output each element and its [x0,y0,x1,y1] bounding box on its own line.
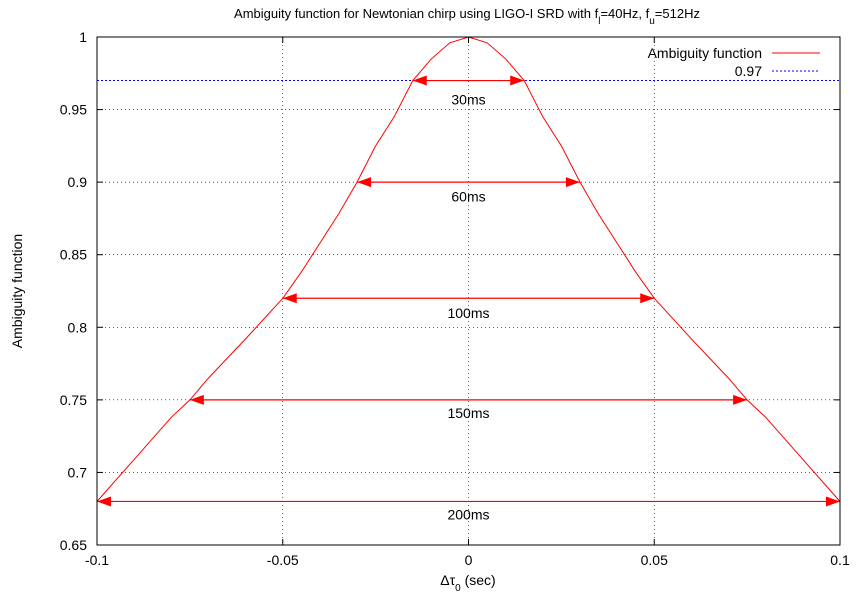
duration-annotation: 60ms [357,177,580,205]
x-tick-label: -0.05 [267,552,299,568]
grid [97,37,840,545]
duration-label: 150ms [447,405,489,421]
y-tick-label: 0.9 [68,174,88,190]
x-tick-label: 0 [465,552,473,568]
legend: Ambiguity function 0.97 [648,45,820,79]
y-tick-label: 0.95 [60,102,87,118]
y-tick-label: 0.65 [60,537,87,553]
y-tick-label: 0.7 [68,464,88,480]
y-tick-label: 0.8 [68,319,88,335]
tick-layer: -0.1 -0.05 0 0.05 0.1 0.65 0.7 0.75 0.8 0.85 0.9 0.… [60,29,850,568]
arrowhead-right [826,496,840,507]
legend-label-ambiguity: Ambiguity function [648,45,762,61]
arrowhead-left [282,293,297,304]
x-axis-label: Δτ0 (sec) [440,572,495,594]
arrowhead-left [189,394,204,405]
x-tick-label: -0.1 [85,552,109,568]
duration-annotation: 30ms [412,75,525,107]
duration-label: 60ms [451,189,485,205]
y-tick-label: 0.85 [60,247,87,263]
chart-title: Ambiguity function for Newtonian chirp u… [234,6,700,27]
duration-label: 200ms [447,507,489,523]
annotation-layer: 30ms 60ms 100ms 150ms 200ms [97,75,840,523]
y-tick-label: 1 [79,29,87,45]
duration-label: 100ms [447,305,489,321]
duration-annotation: 200ms [97,496,840,523]
legend-label-097: 0.97 [735,63,762,79]
arrowhead-left [412,75,427,86]
arrowhead-right [510,75,525,86]
y-axis-label: Ambiguity function [9,234,25,348]
duration-annotation: 150ms [189,394,748,421]
x-tick-label: 0.1 [830,552,850,568]
arrowhead-left [357,177,372,188]
duration-annotation: 100ms [282,293,655,321]
arrowhead-left [97,496,111,507]
arrowhead-right [733,394,748,405]
arrowhead-right [565,177,580,188]
duration-label: 30ms [451,91,485,107]
y-tick-label: 0.75 [60,392,87,408]
x-tick-label: 0.05 [641,552,668,568]
arrowhead-right [640,293,655,304]
